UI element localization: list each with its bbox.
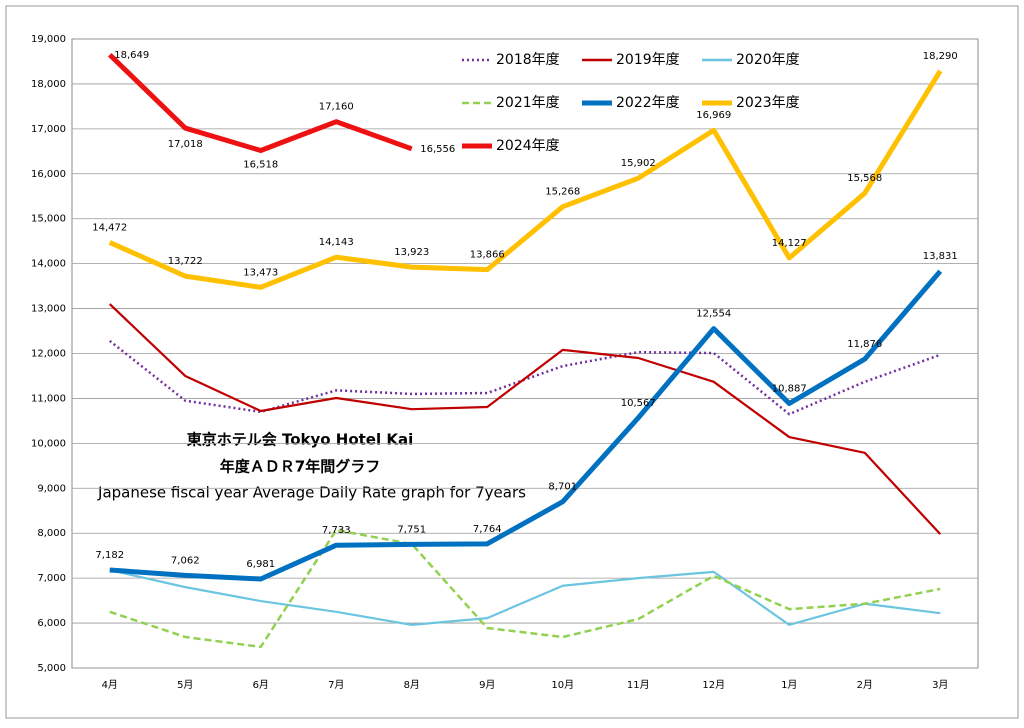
data-label: 13,722: [168, 256, 203, 267]
data-label: 13,473: [243, 267, 278, 278]
series-line: [108, 52, 413, 154]
x-tick-label: 4月: [102, 679, 118, 691]
legend-label: 2018年度: [496, 52, 560, 68]
legend-label: 2020年度: [736, 52, 800, 68]
data-label: 13,831: [923, 251, 958, 262]
y-tick-label: 12,000: [31, 349, 66, 360]
y-tick-label: 7,000: [37, 573, 66, 584]
y-tick-label: 14,000: [31, 259, 66, 270]
series-line: [109, 269, 943, 582]
y-tick-label: 10,000: [31, 438, 66, 449]
data-label: 16,556: [420, 144, 455, 155]
annotation: Japanese fiscal year Average Daily Rate …: [97, 484, 526, 502]
legend-label: 2019年度: [616, 52, 680, 68]
y-tick-label: 15,000: [31, 214, 66, 225]
data-label: 11,876: [847, 339, 882, 350]
data-label: 10,567: [621, 398, 656, 409]
x-tick-label: 5月: [177, 679, 193, 691]
x-tick-label: 11月: [627, 679, 650, 691]
x-tick-label: 2月: [857, 679, 873, 691]
y-tick-label: 17,000: [31, 124, 66, 135]
chart-title: 東京ホテル会 Tokyo Hotel Kai: [187, 431, 414, 449]
data-label: 10,887: [772, 384, 807, 395]
series-line: [109, 528, 941, 649]
chart-subtitle: 年度ＡＤＲ7年間グラフ: [220, 458, 380, 476]
data-label: 16,969: [696, 110, 731, 121]
series-line: [108, 303, 942, 535]
y-tick-label: 9,000: [37, 483, 66, 494]
data-label: 7,062: [171, 555, 200, 566]
x-tick-label: 12月: [702, 679, 725, 691]
x-tick-label: 3月: [932, 679, 948, 691]
y-tick-label: 8,000: [37, 528, 66, 539]
data-label: 12,554: [696, 309, 731, 320]
y-tick-label: 19,000: [31, 34, 66, 45]
data-label: 6,981: [246, 559, 275, 570]
x-tick-label: 10月: [551, 679, 574, 691]
data-label: 13,866: [470, 250, 505, 261]
data-label: 17,160: [319, 102, 354, 113]
legend-label: 2022年度: [616, 95, 680, 111]
series-line: [108, 339, 941, 416]
data-label: 18,649: [114, 50, 149, 61]
data-label: 15,568: [847, 173, 882, 184]
data-label: 15,268: [545, 187, 580, 198]
legend-label: 2024年度: [496, 138, 560, 154]
y-tick-label: 16,000: [31, 169, 66, 180]
data-label: 7,733: [322, 525, 351, 536]
legend-label: 2021年度: [496, 95, 560, 111]
y-tick-label: 5,000: [37, 663, 66, 674]
data-label: 18,290: [923, 51, 958, 62]
data-label: 7,182: [95, 550, 124, 561]
data-label: 14,143: [319, 237, 354, 248]
x-tick-label: 6月: [253, 679, 269, 691]
data-label: 14,127: [772, 238, 807, 249]
y-tick-label: 13,000: [31, 304, 66, 315]
data-label: 7,751: [397, 524, 426, 535]
data-label: 17,018: [168, 139, 203, 150]
x-tick-label: 1月: [781, 679, 797, 691]
data-label: 14,472: [92, 222, 127, 233]
data-label: 13,923: [394, 247, 429, 258]
x-tick-label: 7月: [328, 679, 344, 691]
y-tick-label: 11,000: [31, 393, 66, 404]
y-tick-label: 6,000: [37, 618, 66, 629]
y-tick-label: 18,000: [31, 79, 66, 90]
x-tick-label: 8月: [404, 679, 420, 691]
data-label: 7,764: [473, 524, 502, 535]
data-label: 16,518: [243, 160, 278, 171]
series-line: [108, 69, 943, 290]
data-label: 15,902: [621, 158, 656, 169]
series-line: [109, 568, 941, 626]
legend-label: 2023年度: [736, 95, 800, 111]
frame: [5, 5, 1019, 719]
data-label: 8,701: [548, 482, 577, 493]
x-tick-label: 9月: [479, 679, 495, 691]
